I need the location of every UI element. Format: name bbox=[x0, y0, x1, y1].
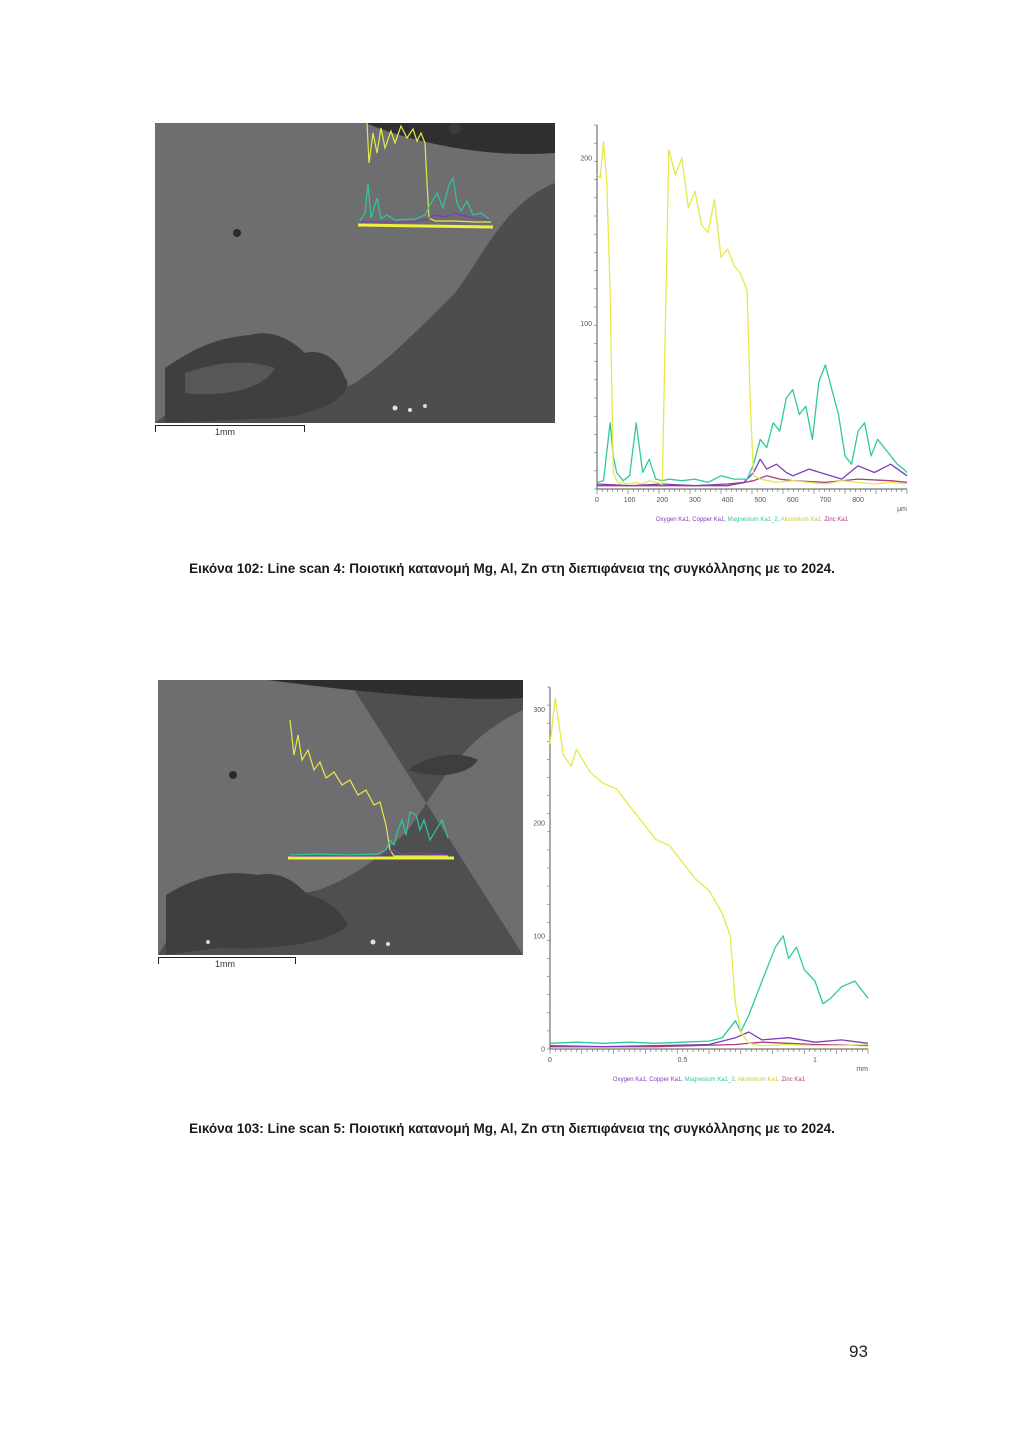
y-tick-label: 100 bbox=[580, 321, 592, 328]
x-tick-label: 600 bbox=[787, 497, 799, 504]
series-line-magnesium-ka1-2 bbox=[549, 935, 869, 1044]
x-unit-label: mm bbox=[856, 1066, 868, 1073]
line-scan-chart-2: 300 200 100 0 0 0.5 1 mm Oxygen Ka1, Copper Ka1,… bbox=[528, 682, 878, 1087]
x-tick-label: 700 bbox=[820, 497, 832, 504]
x-unit-label: μm bbox=[897, 506, 907, 513]
legend-entry: Oxygen Ka1, bbox=[613, 1077, 649, 1083]
series-line-magnesium-ka1-2 bbox=[596, 364, 908, 484]
x-tick-label: 400 bbox=[722, 497, 734, 504]
legend-entry: Copper Ka1, bbox=[692, 517, 727, 523]
y-tick-label: 200 bbox=[533, 820, 545, 827]
y-tick-label: 300 bbox=[533, 707, 545, 714]
y-tick-label: 0 bbox=[541, 1047, 545, 1054]
legend-entry: Zinc Ka1 bbox=[781, 1077, 805, 1083]
legend-entry: Zinc Ka1 bbox=[824, 517, 848, 523]
legend-entry: Oxygen Ka1, bbox=[656, 517, 692, 523]
legend-entry: Magnesium Ka1_2, bbox=[728, 517, 781, 523]
series-line-aluminium-ka1 bbox=[549, 697, 869, 1047]
y-tick-label: 100 bbox=[533, 933, 545, 940]
x-tick-label: 0 bbox=[595, 497, 599, 504]
scale-bar-label: 1mm bbox=[215, 959, 235, 969]
sem-image-2 bbox=[158, 680, 523, 955]
sem-image-1 bbox=[155, 123, 555, 423]
page-number: 93 bbox=[849, 1342, 868, 1361]
x-tick-label: 200 bbox=[656, 497, 668, 504]
series-line-copper-ka1 bbox=[596, 458, 908, 487]
chart-legend: Oxygen Ka1, Copper Ka1, Magnesium Ka1_2,… bbox=[613, 1077, 806, 1083]
y-tick-label: 200 bbox=[580, 156, 592, 163]
series-line-zinc-ka1 bbox=[550, 1041, 869, 1048]
series-line-copper-ka1 bbox=[549, 1031, 869, 1048]
legend-entry: Aluminium Ka1, bbox=[781, 517, 825, 523]
x-tick-label: 300 bbox=[689, 497, 701, 504]
scale-bar bbox=[158, 957, 296, 964]
x-tick-label: 800 bbox=[852, 497, 864, 504]
legend-entry: Copper Ka1, bbox=[649, 1077, 684, 1083]
x-tick-label: 1 bbox=[813, 1057, 817, 1064]
x-tick-label: 0.5 bbox=[678, 1057, 688, 1064]
legend-entry: Aluminium Ka1, bbox=[738, 1077, 782, 1083]
line-scan-chart-1: 200 100 0 100 200 300 400 500 600 700 800 μm Oxygen … bbox=[570, 120, 915, 525]
legend-entry: Magnesium Ka1_2, bbox=[685, 1077, 738, 1083]
x-tick-label: 100 bbox=[624, 497, 636, 504]
figure-caption-103: Εικόνα 103: Line scan 5: Ποιοτική κατανο… bbox=[189, 1121, 835, 1136]
x-tick-label: 0 bbox=[548, 1057, 552, 1064]
scale-bar-label: 1mm bbox=[215, 427, 235, 437]
chart-legend: Oxygen Ka1, Copper Ka1, Magnesium Ka1_2,… bbox=[656, 517, 849, 523]
series-line-aluminium-ka1 bbox=[596, 140, 908, 485]
scale-bar bbox=[155, 425, 305, 432]
figure-caption-102: Εικόνα 102: Line scan 4: Ποιοτική κατανο… bbox=[189, 561, 835, 576]
x-tick-label: 500 bbox=[754, 497, 766, 504]
